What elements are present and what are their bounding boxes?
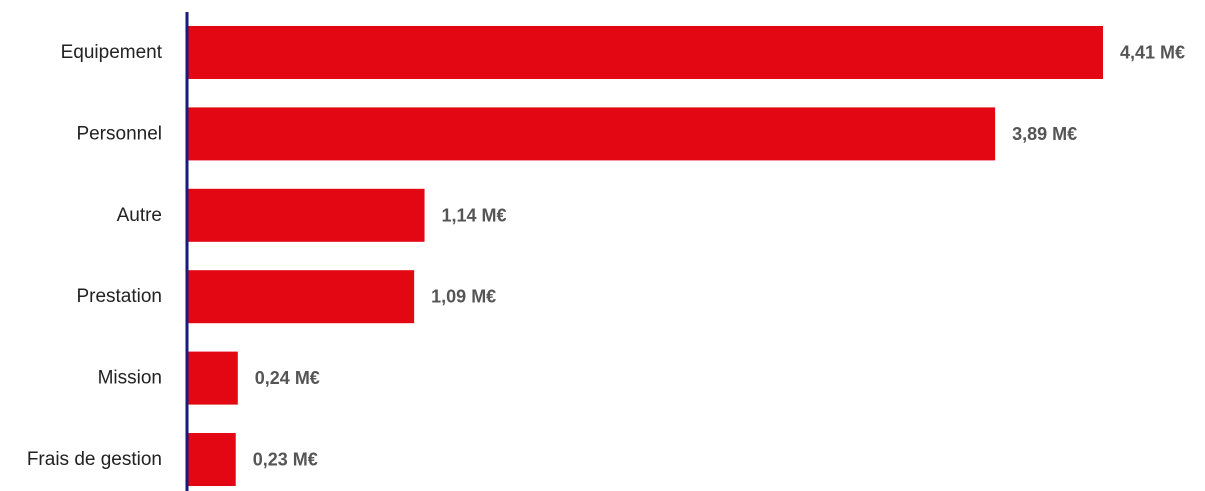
value-label-2: 1,14 M€ — [442, 205, 507, 225]
category-label-1: Personnel — [76, 123, 162, 144]
category-label-0: Equipement — [61, 42, 163, 63]
category-label-3: Prestation — [76, 286, 162, 307]
value-label-5: 0,23 M€ — [253, 450, 318, 470]
bar-2 — [188, 188, 425, 242]
bars-layer — [188, 26, 1103, 486]
value-label-4: 0,24 M€ — [255, 368, 320, 388]
value-label-0: 4,41 M€ — [1120, 43, 1185, 63]
category-label-5: Frais de gestion — [27, 449, 162, 470]
bar-3 — [188, 270, 415, 324]
bar-1 — [188, 107, 996, 161]
bar-5 — [188, 433, 236, 486]
value-label-1: 3,89 M€ — [1012, 124, 1077, 144]
labels-layer: Equipement 4,41 M€ Personnel 3,89 M€ Autre 1,… — [27, 42, 1185, 470]
bar-4 — [188, 351, 238, 405]
value-label-3: 1,09 M€ — [431, 287, 496, 307]
bar-0 — [188, 26, 1103, 79]
category-label-2: Autre — [117, 205, 162, 226]
category-label-4: Mission — [98, 368, 162, 389]
